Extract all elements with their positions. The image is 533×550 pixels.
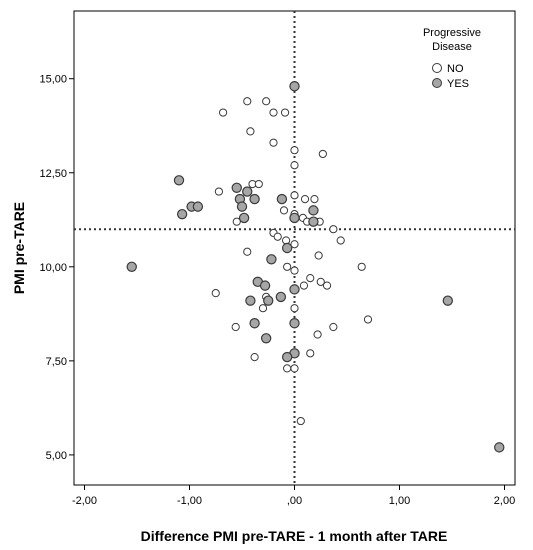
data-point-yes (266, 254, 277, 265)
data-point-no (310, 194, 319, 204)
data-point-no (336, 236, 345, 245)
data-point-yes (236, 201, 248, 212)
data-point-no (231, 322, 240, 332)
data-point-no (318, 149, 327, 159)
y-tick-label: 15,00 (39, 74, 67, 86)
data-point-yes (289, 318, 300, 329)
data-point-no (273, 232, 282, 241)
data-point-no (316, 277, 325, 286)
data-point-no (363, 315, 373, 324)
data-point-no (283, 364, 292, 373)
legend-marker-no (432, 63, 442, 73)
y-tick-label: 12,50 (39, 168, 67, 180)
data-point-no (219, 108, 228, 117)
data-point-yes (442, 295, 453, 306)
data-point-no (322, 281, 332, 290)
data-point-no (290, 161, 299, 170)
data-point-yes (308, 205, 319, 216)
data-point-no (290, 304, 299, 313)
data-point-no (296, 416, 305, 426)
data-point-no (258, 304, 268, 313)
data-point-yes (281, 351, 293, 363)
data-point-yes (173, 175, 185, 186)
legend-title-line1: Progressive (423, 27, 481, 39)
data-point-no (290, 364, 299, 373)
x-tick-label: -2,00 (72, 495, 97, 507)
data-point-no (254, 179, 263, 189)
data-point-no (314, 251, 323, 260)
data-point-no (313, 330, 322, 339)
data-point-no (300, 194, 310, 204)
data-point-no (357, 262, 366, 271)
x-axis: -2,00 -1,00 ,00 1,00 2,00 (72, 485, 515, 507)
legend-marker-yes (432, 78, 442, 88)
data-point-no (290, 240, 299, 249)
data-point-no (211, 289, 220, 298)
x-tick-label: 2,00 (494, 495, 515, 507)
data-point-no (329, 322, 338, 332)
data-point-no (214, 187, 223, 196)
data-points (126, 81, 505, 453)
data-point-no (306, 349, 315, 358)
data-point-yes (238, 212, 250, 224)
data-point-no (290, 191, 299, 200)
data-point-yes (289, 284, 300, 295)
data-point-yes (281, 242, 293, 254)
data-point-yes (308, 216, 319, 227)
x-axis-title: Difference PMI pre-TARE - 1 month after … (141, 528, 448, 544)
data-point-yes (249, 193, 260, 205)
data-point-yes (275, 291, 287, 303)
data-point-no (262, 97, 271, 106)
data-point-no (246, 127, 255, 136)
x-tick-label: ,00 (287, 495, 302, 507)
data-point-yes (249, 318, 260, 329)
data-point-yes (289, 212, 300, 224)
data-point-no (290, 266, 299, 275)
data-point-no (279, 206, 289, 215)
data-point-yes (192, 201, 204, 212)
data-point-no (280, 108, 290, 117)
data-point-yes (494, 442, 505, 453)
y-axis-title: PMI pre-TARE (11, 202, 27, 294)
legend-label-yes: YES (447, 78, 469, 90)
data-point-yes (276, 193, 288, 205)
data-point-yes (242, 186, 253, 197)
x-tick-label: -1,00 (177, 495, 202, 507)
y-tick-label: 5,00 (46, 450, 67, 462)
x-tick-label: 1,00 (389, 495, 410, 507)
data-point-no (290, 146, 299, 155)
y-tick-label: 10,00 (39, 262, 67, 274)
legend-label-no: NO (447, 63, 464, 75)
data-point-no (243, 97, 252, 106)
data-point-no (299, 281, 309, 290)
legend: Progressive Disease NO YES (423, 27, 481, 90)
data-point-yes (231, 182, 242, 194)
data-point-yes (289, 81, 300, 92)
data-point-no (269, 138, 278, 147)
data-point-yes (259, 280, 271, 291)
data-point-no (250, 352, 259, 362)
data-point-yes (126, 261, 137, 273)
data-point-yes (260, 333, 272, 344)
reference-lines (74, 11, 515, 485)
data-point-no (269, 108, 278, 117)
y-axis: 5,00 7,50 10,00 12,50 15,00 (39, 74, 74, 462)
data-point-no (306, 273, 315, 283)
data-point-yes (263, 295, 274, 306)
y-tick-label: 7,50 (46, 356, 67, 368)
data-point-no (232, 217, 241, 226)
legend-title-line2: Disease (432, 41, 472, 53)
data-point-no (329, 225, 338, 234)
data-point-no (243, 247, 252, 256)
data-point-yes (245, 295, 256, 306)
data-point-no (283, 262, 292, 271)
data-point-yes (176, 208, 188, 220)
